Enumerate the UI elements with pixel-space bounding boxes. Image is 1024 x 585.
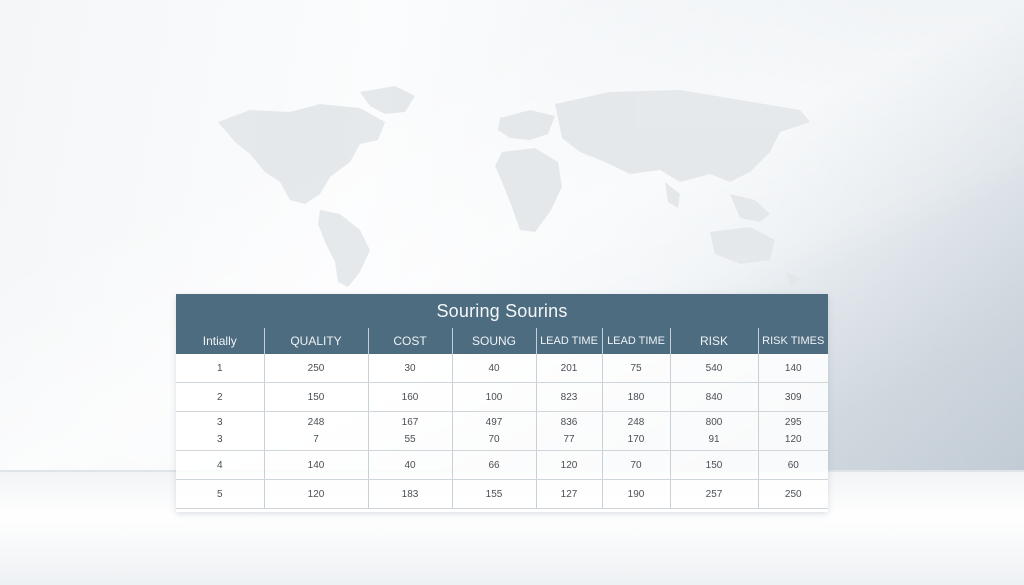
table-cell: 5 [176,479,264,509]
cell-value: 167 [401,417,419,428]
table-cell: 140 [757,354,828,383]
column-header: COST [367,328,452,354]
cell-value: 70 [488,434,500,445]
cell-value: 77 [563,434,575,445]
cell-value: 836 [560,417,578,428]
table-cell: 190 [601,479,670,509]
table-row: 2 150 160 100 823 180 840 309 [176,382,828,412]
table-cell: 836 77 [535,411,602,451]
cell-value: 3 [216,434,223,445]
table-cell: 40 [451,354,536,383]
table-cell: 248 7 [263,411,368,451]
table-title: Souring Sourins [176,294,828,328]
table-cell: 180 [601,382,670,412]
sourcing-table: Intially QUALITY COST SOUNG LEAD TIME LE… [176,328,828,509]
table-cell: 800 91 [669,411,758,451]
cell-value: 170 [627,434,645,445]
cell-value: 120 [784,434,802,445]
cell-value: 295 [784,417,802,428]
column-header: QUALITY [263,328,368,354]
column-header: SOUNG [451,328,536,354]
table-cell: 40 [367,450,452,480]
table-cell: 140 [263,450,368,480]
table-cell: 167 55 [367,411,452,451]
column-header: LEAD TIME [535,328,602,354]
table-cell: 150 [669,450,758,480]
table-cell: 120 [263,479,368,509]
table-cell: 127 [535,479,602,509]
table-row: 5 120 183 155 127 190 257 250 [176,479,828,509]
table-cell: 75 [601,354,670,383]
column-header: RISK [669,328,758,354]
table-cell: 66 [451,450,536,480]
table-cell: 120 [535,450,602,480]
table-cell: 309 [757,382,828,412]
table-cell: 155 [451,479,536,509]
table-cell: 250 [263,354,368,383]
table-cell: 248 170 [601,411,670,451]
table-cell: 183 [367,479,452,509]
column-header: LEAD TIME [601,328,670,354]
table-cell: 2 [176,382,264,412]
table-cell: 840 [669,382,758,412]
table-cell: 4 [176,450,264,480]
cell-value: 7 [313,434,319,445]
column-header: Intially [176,328,264,354]
table-cell: 60 [757,450,828,480]
cell-value: 248 [627,417,645,428]
table-cell: 250 [757,479,828,509]
world-map-graphic [210,82,820,297]
table-row: 4 140 40 66 120 70 150 60 [176,450,828,480]
sourcing-table-panel: Souring Sourins Intially QUALITY COST SO… [176,294,828,512]
table-cell: 823 [535,382,602,412]
table-cell: 100 [451,382,536,412]
table-cell: 150 [263,382,368,412]
table-cell: 160 [367,382,452,412]
cell-value: 55 [404,434,416,445]
table-row: 1 250 30 40 201 75 540 140 [176,354,828,383]
table-cell: 257 [669,479,758,509]
cell-value: 497 [485,417,503,428]
table-cell: 70 [601,450,670,480]
table-cell: 30 [367,354,452,383]
cell-value: 91 [708,434,720,445]
table-cell: 1 [176,354,264,383]
table-cell: 540 [669,354,758,383]
table-cell: 201 [535,354,602,383]
cell-value: 800 [705,417,723,428]
table-cell: 295 120 [757,411,828,451]
table-header-row: Intially QUALITY COST SOUNG LEAD TIME LE… [176,328,828,354]
table-cell: 497 70 [451,411,536,451]
column-header: RISK TIMES [757,328,828,354]
cell-value: 248 [307,417,325,428]
cell-value: 3 [216,417,223,428]
